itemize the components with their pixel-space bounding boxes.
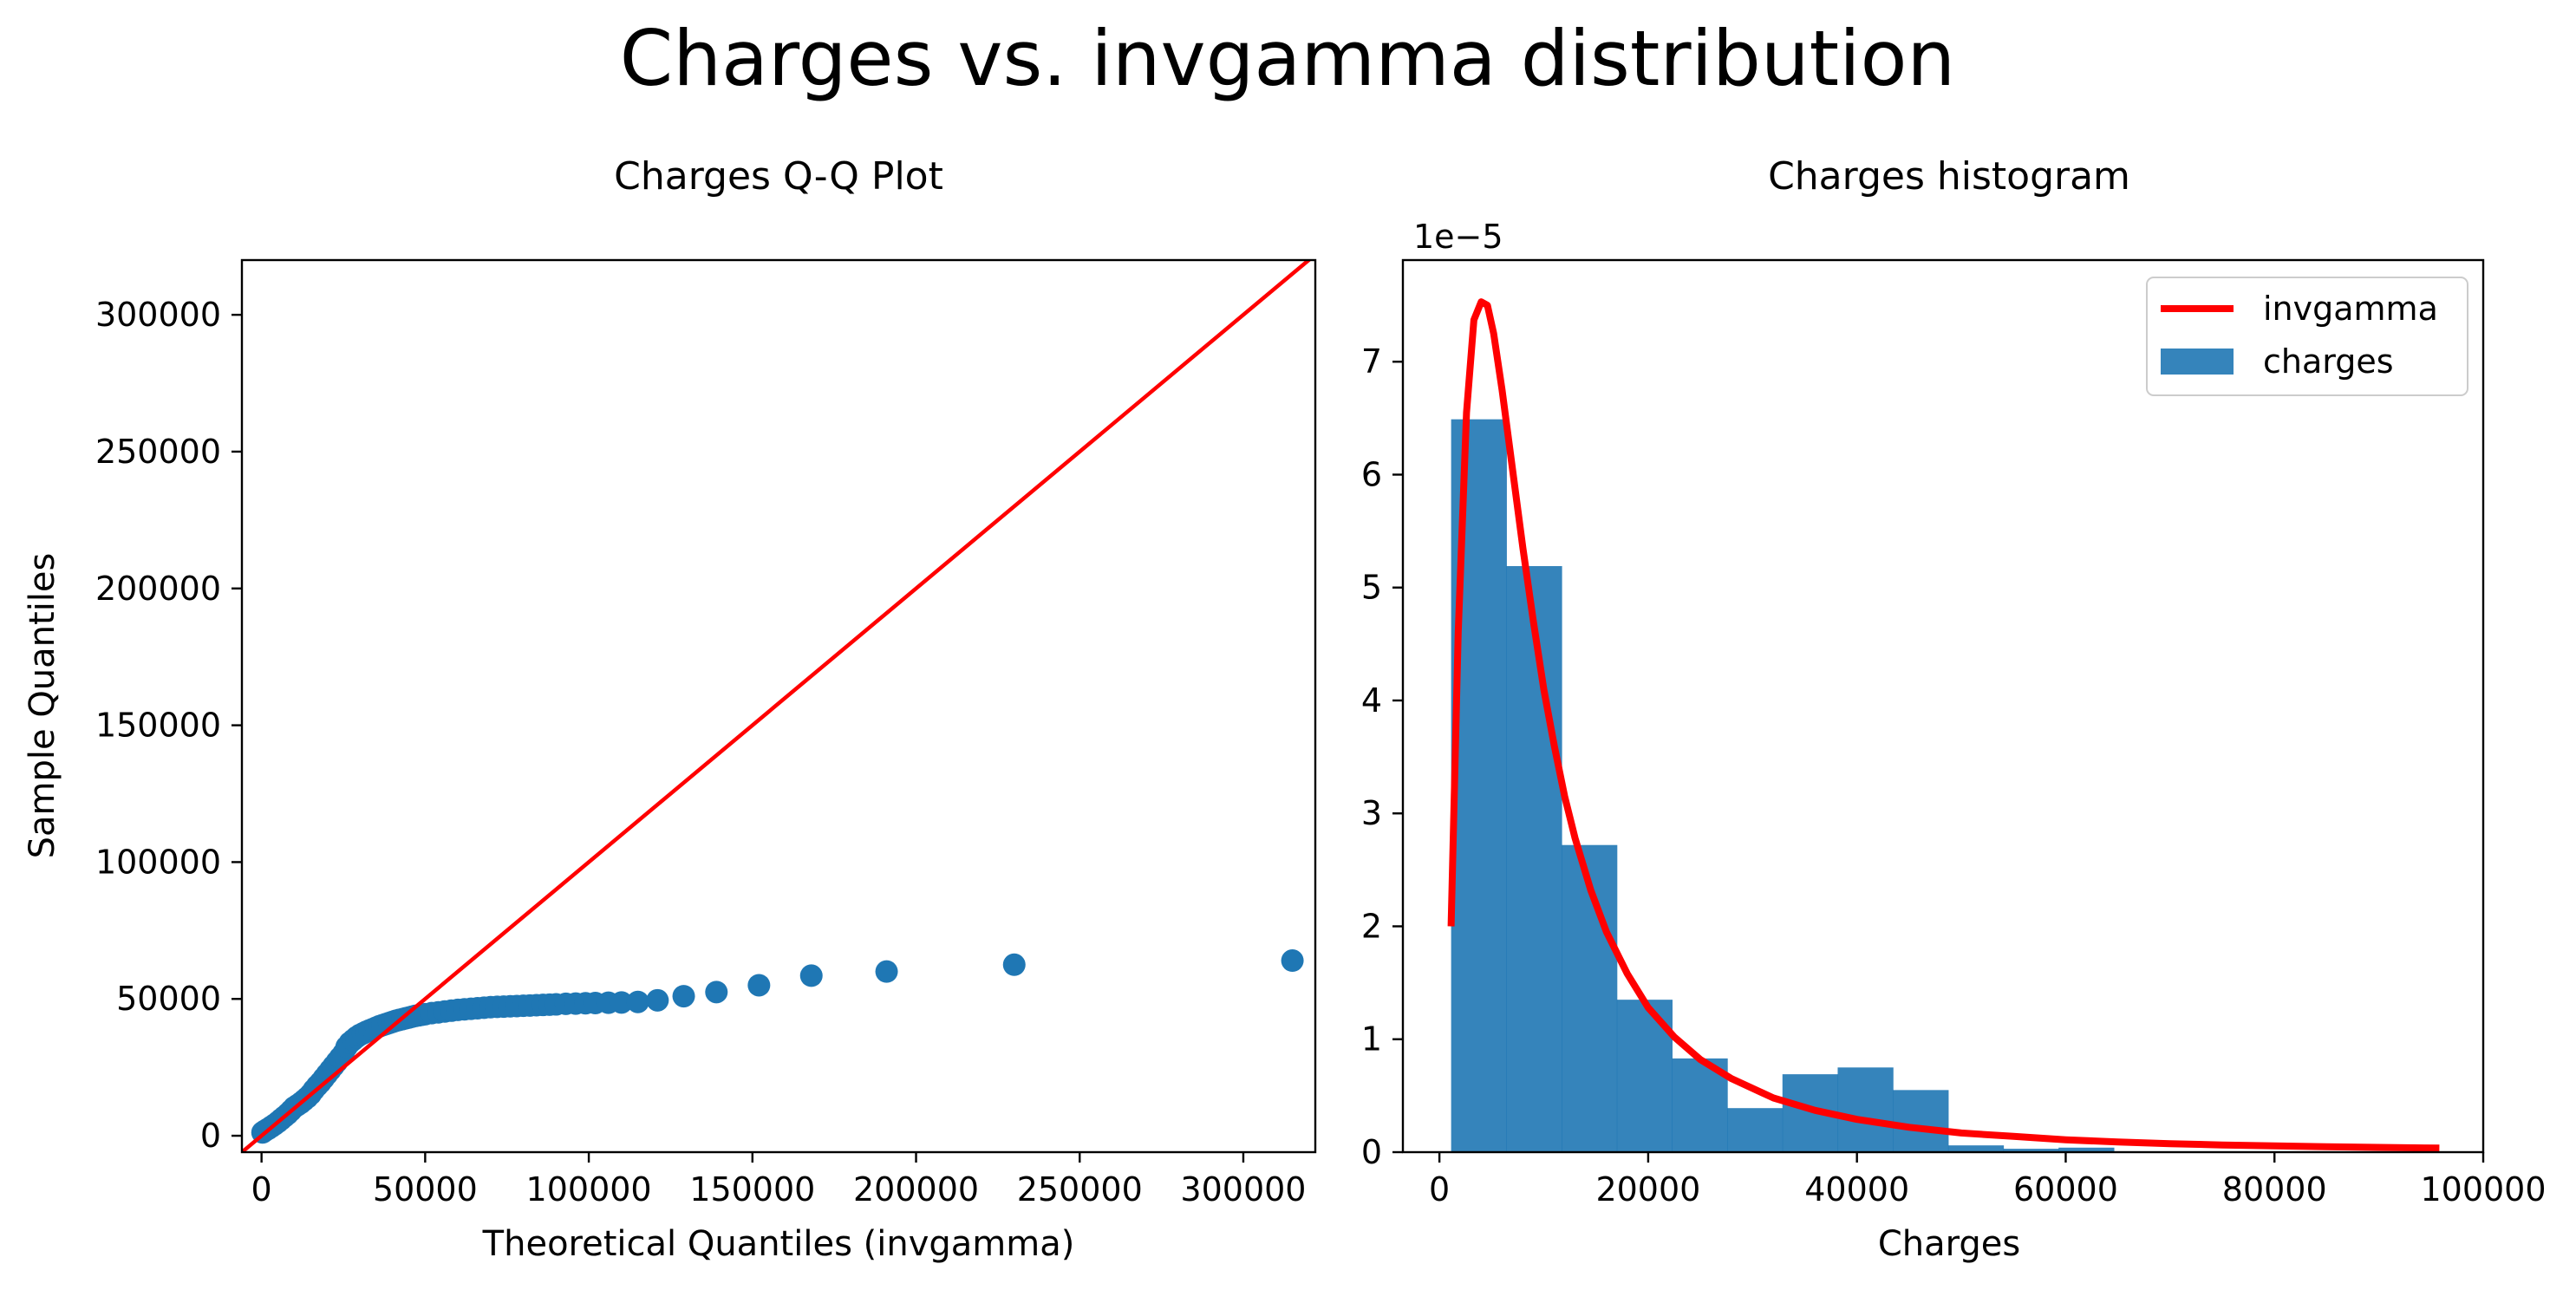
histogram-xlabel: Charges	[1878, 1224, 2020, 1264]
x-tick-label: 0	[1429, 1170, 1450, 1209]
qq-plot-frame	[240, 258, 1317, 1154]
qq-plot-marks	[242, 260, 1312, 1152]
histogram-content	[1447, 298, 2440, 1152]
y-tick-label: 300000	[95, 296, 221, 334]
y-tick-label: 3	[1361, 794, 1382, 832]
x-tick-label: 80000	[2222, 1170, 2327, 1209]
qq-point	[646, 988, 669, 1012]
histogram-scale-offset: 1e−5	[1413, 218, 1503, 256]
legend-patch-swatch	[2161, 349, 2234, 375]
qq-plot-content	[242, 260, 1312, 1152]
qq-point	[799, 964, 823, 987]
qq-plot-title: Charges Q-Q Plot	[614, 154, 943, 199]
y-tick-label: 150000	[95, 707, 221, 745]
x-tick-label: 100000	[526, 1170, 652, 1209]
qq-point	[705, 981, 728, 1004]
qq-point	[610, 991, 633, 1014]
y-tick-label: 5	[1361, 569, 1382, 607]
legend-label-invgamma: invgamma	[2263, 290, 2438, 328]
histogram-bar	[2058, 1147, 2115, 1152]
y-tick-label: 1	[1361, 1020, 1382, 1059]
qq-point	[875, 960, 898, 983]
histogram-legend: invgamma charges	[2146, 277, 2468, 396]
y-tick-label: 6	[1361, 455, 1382, 493]
x-tick-label: 60000	[2013, 1170, 2118, 1209]
x-tick-label: 20000	[1595, 1170, 1700, 1209]
x-tick-label: 40000	[1804, 1170, 1909, 1209]
histogram-axes: Charges histogram 1e−5 0 20000 40000 60000 8…	[1361, 154, 2547, 1264]
histogram-title: Charges histogram	[1768, 154, 2130, 199]
x-tick-label: 300000	[1180, 1170, 1306, 1209]
histogram-frame	[1401, 258, 2485, 1154]
x-tick-label: 100000	[2420, 1170, 2546, 1209]
x-tick-label: 150000	[689, 1170, 815, 1209]
invgamma-pdf-line	[1447, 298, 2440, 1152]
qq-plot-ticks: 0 50000 100000 150000 200000 250000 300000 0 500…	[95, 296, 1307, 1209]
qq-plot-xlabel: Theoretical Quantiles (invgamma)	[482, 1224, 1075, 1264]
qq-plot-ylabel: Sample Quantiles	[23, 553, 62, 859]
y-tick-label: 7	[1361, 342, 1382, 381]
y-tick-label: 100000	[95, 843, 221, 881]
qq-point	[747, 974, 771, 997]
histogram-marks	[1447, 298, 2440, 1152]
y-tick-label: 2	[1361, 907, 1382, 945]
figure-title: Charges vs. invgamma distribution	[620, 14, 1955, 103]
qq-point	[1281, 949, 1304, 973]
x-tick-label: 0	[251, 1170, 272, 1209]
histogram-ticks: 0 20000 40000 60000 80000 100000 0 1 2 3 4 5 6 7	[1361, 342, 2547, 1209]
qq-reference-line	[242, 260, 1312, 1152]
x-tick-label: 200000	[853, 1170, 979, 1209]
qq-point	[672, 985, 695, 1008]
qq-point	[626, 990, 649, 1013]
histogram-bar	[1947, 1145, 2005, 1152]
histogram-bar	[1837, 1067, 1894, 1152]
y-tick-label: 0	[200, 1117, 221, 1155]
histogram-bar	[1506, 565, 1562, 1152]
y-tick-label: 50000	[116, 980, 221, 1018]
y-tick-label: 200000	[95, 570, 221, 608]
qq-point	[1002, 953, 1026, 976]
x-tick-label: 50000	[373, 1170, 478, 1209]
qq-plot-axes: Charges Q-Q Plot 0 50000 100000 150000 20000…	[23, 154, 1317, 1264]
histogram-bar	[2003, 1149, 2059, 1152]
y-tick-label: 4	[1361, 681, 1382, 720]
histogram-bar	[1893, 1090, 1949, 1152]
y-tick-label: 250000	[95, 433, 221, 471]
histogram-bar	[1727, 1108, 1784, 1152]
y-tick-label: 0	[1361, 1133, 1382, 1171]
x-tick-label: 250000	[1017, 1170, 1143, 1209]
legend-label-charges: charges	[2263, 342, 2394, 381]
